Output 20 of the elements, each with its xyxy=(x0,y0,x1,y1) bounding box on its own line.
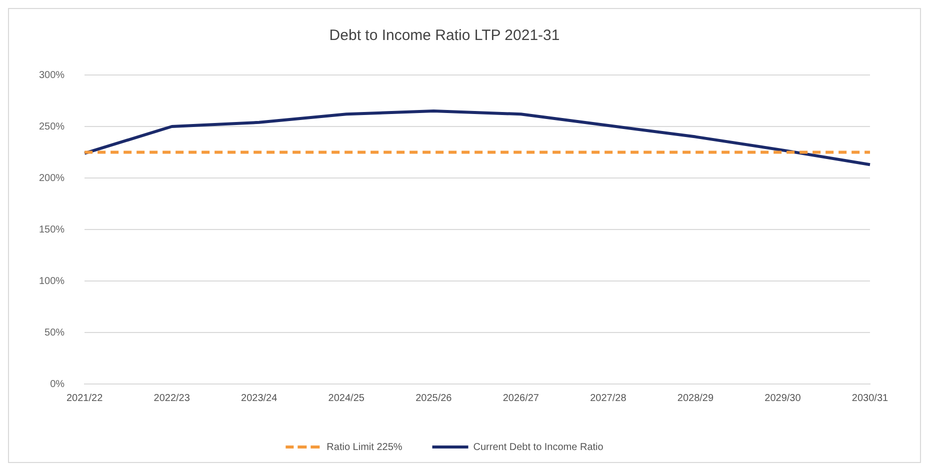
y-tick-label: 300% xyxy=(39,70,65,81)
legend-label: Current Debt to Income Ratio xyxy=(473,442,604,453)
y-tick-label: 100% xyxy=(39,276,65,287)
chart-title: Debt to Income Ratio LTP 2021-31 xyxy=(329,27,560,44)
legend-label: Ratio Limit 225% xyxy=(326,442,402,453)
y-tick-label: 150% xyxy=(39,224,65,236)
x-tick-label: 2021/22 xyxy=(66,392,104,404)
x-tick-label: 2026/27 xyxy=(502,392,540,404)
y-tick-label: 250% xyxy=(39,121,65,132)
x-tick-label: 2029/30 xyxy=(764,392,802,404)
x-tick-label: 2023/24 xyxy=(241,392,278,404)
x-tick-label: 2024/25 xyxy=(328,392,365,404)
y-tick-label: 0% xyxy=(50,378,65,390)
x-tick-label: 2030/31 xyxy=(852,392,889,404)
x-tick-label: 2028/29 xyxy=(677,392,714,404)
y-tick-label: 50% xyxy=(44,327,65,338)
x-tick-label: 2027/28 xyxy=(590,392,627,404)
x-tick-label: 2022/23 xyxy=(154,392,190,404)
y-tick-label: 200% xyxy=(39,172,65,184)
x-tick-label: 2025/26 xyxy=(416,392,452,404)
